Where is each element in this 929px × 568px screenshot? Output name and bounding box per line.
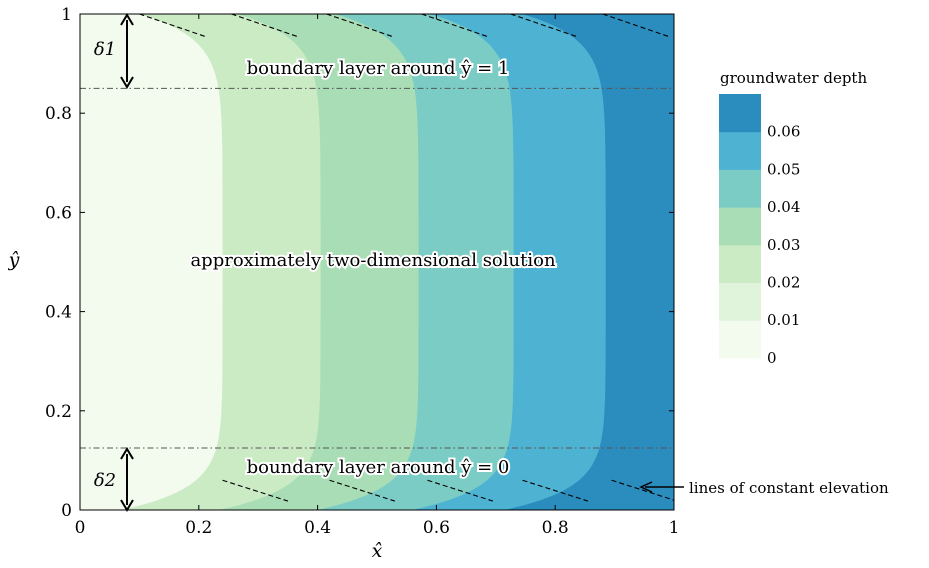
colorbar-segment xyxy=(719,207,761,246)
top-layer-annotation: boundary layer around ŷ = 1 xyxy=(247,58,510,79)
x-tick-label: 0.4 xyxy=(304,518,331,538)
delta1-label: δ1 xyxy=(94,39,116,60)
axis-ticks xyxy=(79,13,675,511)
x-axis-label: x̂ xyxy=(372,540,383,562)
tick-labels: 0 0.2 0.4 0.6 0.8 1 0 0.2 0.4 0.6 0.8 1 xyxy=(45,5,679,538)
colorbar-labels: 0 0.01 0.02 0.03 0.04 0.05 0.06 xyxy=(767,123,800,367)
boundary-layer-lines xyxy=(80,87,674,449)
y-tick-label: 0 xyxy=(61,501,72,521)
colorbar-tick-label: 0.04 xyxy=(767,198,800,216)
elevation-line xyxy=(522,479,589,502)
colorbar-segment xyxy=(719,282,761,321)
contour-bands xyxy=(80,14,674,510)
constant-elevation-arrow xyxy=(639,481,684,493)
elevation-line xyxy=(231,14,297,37)
middle-annotation: approximately two-dimensional solution xyxy=(190,250,555,271)
elevation-line xyxy=(421,14,488,37)
x-tick-label: 0.2 xyxy=(185,518,212,538)
colorbar-tick-label: 0.06 xyxy=(767,123,800,141)
colorbar-segment xyxy=(719,244,761,283)
constant-elevation-lines xyxy=(139,14,674,502)
colorbar-segment xyxy=(719,320,761,359)
elevation-line xyxy=(139,14,205,37)
bottom-layer-annotation: boundary layer around ŷ = 0 xyxy=(247,457,510,478)
elevation-line xyxy=(427,479,493,502)
colorbar-tick-label: 0.05 xyxy=(767,160,800,178)
elevation-line xyxy=(329,479,395,502)
x-tick-label: 0.6 xyxy=(423,518,450,538)
colorbar-segment xyxy=(719,94,761,133)
elevation-line xyxy=(611,479,674,501)
elevation-line xyxy=(510,14,577,37)
y-tick-label: 0.6 xyxy=(45,203,72,223)
x-tick-label: 0.8 xyxy=(542,518,569,538)
elevation-line xyxy=(602,14,669,37)
elevation-line xyxy=(326,14,393,37)
colorbar-segment xyxy=(719,169,761,208)
colorbar-tick-label: 0 xyxy=(767,349,777,367)
x-tick-label: 1 xyxy=(669,518,680,538)
y-tick-label: 0.2 xyxy=(45,402,72,422)
colorbar-tick-label: 0.01 xyxy=(767,311,800,329)
colorbar-tick-label: 0.03 xyxy=(767,236,800,254)
plot-frame xyxy=(79,13,675,511)
y-tick-label: 0.8 xyxy=(45,104,72,124)
delta1-arrow xyxy=(120,13,134,89)
delta2-label: δ2 xyxy=(94,470,116,491)
elevation-line xyxy=(222,479,289,502)
y-tick-label: 1 xyxy=(61,5,72,25)
colorbar-title: groundwater depth xyxy=(720,69,867,87)
y-tick-label: 0.4 xyxy=(45,303,72,323)
colorbar-tick-label: 0.02 xyxy=(767,274,800,292)
contour-band xyxy=(602,14,674,63)
delta2-arrow xyxy=(120,447,134,512)
contour-band xyxy=(80,14,223,510)
constant-elevation-label: lines of constant elevation xyxy=(689,479,889,497)
colorbar xyxy=(719,94,761,359)
y-axis-label: ŷ xyxy=(8,249,20,271)
colorbar-segment xyxy=(719,131,761,170)
x-tick-label: 0 xyxy=(75,518,86,538)
